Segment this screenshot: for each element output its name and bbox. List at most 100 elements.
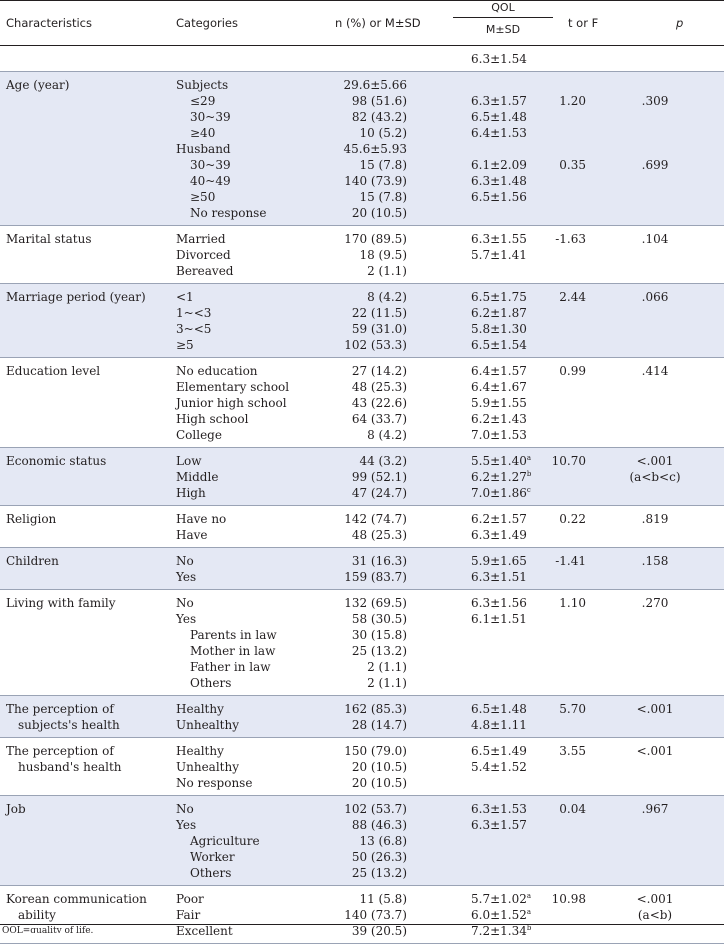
cell-category-text: No response — [190, 206, 267, 220]
cell-characteristic: Education level — [6, 363, 100, 379]
cell-category-text: 1~<3 — [176, 306, 212, 320]
cell-qol: 6.3±1.51 — [471, 569, 527, 585]
cell-n-text: 159 (83.7) — [344, 570, 407, 584]
cell-category: 40~49 — [176, 173, 231, 189]
cell-characteristic: Job — [6, 801, 26, 817]
cell-p: .414 — [605, 363, 705, 379]
cell-n: 88 (46.3) — [352, 817, 407, 833]
cell-n: 43 (22.6) — [352, 395, 407, 411]
cell-n-text: 47 (24.7) — [351, 486, 407, 500]
cell-category-text: Unhealthy — [176, 718, 239, 732]
table-row: ≥50 15 (7.8) 6.5±1.56 — [0, 189, 724, 205]
cell-n: 22 (11.5) — [352, 305, 407, 321]
cell-qol: 6.5±1.75 — [471, 289, 527, 305]
cell-n: 20 (10.5) — [352, 775, 407, 791]
cell-qol-text: 5.9±1.55 — [471, 396, 527, 410]
cell-p: <.001 — [605, 743, 705, 759]
cell-qol: 6.4±1.67 — [471, 379, 527, 395]
cell-n: 11 (5.8) — [359, 891, 407, 907]
cell-qol-text: 6.3±1.57 — [471, 818, 527, 832]
cell-n-text: 31 (16.3) — [351, 554, 407, 568]
cell-n: 8 (4.2) — [367, 289, 407, 305]
cell-n-text: 59 (31.0) — [351, 322, 407, 336]
superscript-marker: a — [526, 892, 532, 900]
table-row: ≥40 10 (5.2) 6.4±1.53 — [0, 125, 724, 141]
table-row: Mother in law 25 (13.2) — [0, 643, 724, 659]
cell-category: No response — [176, 205, 266, 221]
cell-t-or-f: 0.35 — [559, 157, 586, 173]
cell-n-text: 48 (25.3) — [351, 380, 407, 394]
table-row: 40~49 140 (73.9) 6.3±1.48 — [0, 173, 724, 189]
table-row: Age (year) Subjects 29.6±5.66 — [0, 77, 724, 93]
cell-characteristic-text: Marital status — [6, 232, 92, 246]
table-row: subjects's health Unhealthy 28 (14.7) 4.8±1… — [0, 717, 724, 733]
cell-category-text: Subjects — [176, 78, 229, 92]
cell-qol: 6.0±1.52a — [471, 907, 531, 923]
cell-n-text: 20 (10.5) — [351, 206, 407, 220]
cell-characteristic-text: Children — [6, 554, 59, 568]
cell-category: ≥40 — [176, 125, 215, 141]
table-row: 1~<3 22 (11.5) 6.2±1.87 — [0, 305, 724, 321]
cell-category-text: Yes — [176, 818, 197, 832]
cell-category-text: 30~39 — [190, 158, 231, 172]
cell-qol: 6.5±1.48 — [471, 701, 527, 717]
cell-category-text: Middle — [176, 470, 219, 484]
table-row: Marriage period (year) <1 8 (4.2) 6.5±1.75 2… — [0, 289, 724, 305]
table-row: Parents in law 30 (15.8) — [0, 627, 724, 643]
cell-qol-text: 5.7±1.41 — [471, 248, 527, 262]
cell-n-text: 29.6±5.66 — [343, 78, 408, 92]
header-qol-msd: M±SD — [485, 23, 521, 36]
cell-p-text: .309 — [641, 94, 669, 108]
cell-p: (a<b<c) — [605, 469, 705, 485]
cell-t-or-f: 10.98 — [552, 891, 586, 907]
cell-qol: 6.3±1.56 — [471, 595, 527, 611]
cell-n: 15 (7.8) — [359, 157, 407, 173]
cell-qol: 6.1±2.09 — [471, 157, 527, 173]
cell-qol: 6.3±1.49 — [471, 527, 527, 543]
table-group: Economic status Low 44 (3.2) 5.5±1.40a 10.70… — [0, 448, 724, 506]
cell-qol-text: 6.1±2.09 — [471, 158, 527, 172]
cell-category-text: Parents in law — [190, 628, 277, 642]
cell-qol: 5.7±1.41 — [471, 247, 527, 263]
cell-n-text: 25 (13.2) — [351, 866, 407, 880]
cell-qol: 6.5±1.54 — [471, 337, 527, 353]
table-row: Divorced 18 (9.5) 5.7±1.41 — [0, 247, 724, 263]
table-row: Husband 45.6±5.93 — [0, 141, 724, 157]
cell-n: 20 (10.5) — [352, 759, 407, 775]
cell-p: .699 — [605, 157, 705, 173]
cell-t-or-f: 0.22 — [559, 511, 586, 527]
cell-qol: 6.5±1.48 — [471, 109, 527, 125]
superscript-marker: b — [526, 470, 532, 478]
table-row: Yes 58 (30.5) 6.1±1.51 — [0, 611, 724, 627]
superscript-marker: c — [526, 486, 531, 494]
cell-category: 1~<3 — [176, 305, 211, 321]
cell-n: 82 (43.2) — [352, 109, 407, 125]
cell-category: Healthy — [176, 701, 224, 717]
cell-qol-text: 6.3±1.48 — [471, 174, 527, 188]
table-group: The perception of Healthy 162 (85.3) 6.5±1.… — [0, 696, 724, 738]
cell-category: Low — [176, 453, 201, 469]
cell-category: Poor — [176, 891, 204, 907]
cell-characteristic-text: subjects's health — [18, 718, 120, 732]
cell-qol-text: 6.3±1.55 — [471, 232, 527, 246]
cell-n-text: 64 (33.7) — [351, 412, 407, 426]
cell-qol-text: 5.9±1.65 — [471, 554, 527, 568]
cell-category: Healthy — [176, 743, 224, 759]
cell-n-text: 2 (1.1) — [367, 264, 407, 278]
cell-p: .270 — [605, 595, 705, 611]
cell-category-text: Bereaved — [176, 264, 234, 278]
cell-t-or-f: 2.44 — [559, 289, 586, 305]
cell-category: College — [176, 427, 222, 443]
cell-characteristic-text: Living with family — [6, 596, 116, 610]
cell-p: .158 — [605, 553, 705, 569]
cell-category: 30~39 — [176, 157, 231, 173]
cell-qol-text: 6.2±1.57 — [471, 512, 527, 526]
cell-characteristic: Living with family — [6, 595, 116, 611]
cell-t-or-f: 5.70 — [559, 701, 586, 717]
cell-qol-text: 6.5±1.56 — [471, 190, 527, 204]
cell-n-text: 15 (7.8) — [359, 190, 407, 204]
cell-n: 2 (1.1) — [367, 675, 407, 691]
cell-category-text: 40~49 — [190, 174, 231, 188]
cell-n-text: 13 (6.8) — [359, 834, 407, 848]
cell-t-or-f-text: -1.41 — [555, 554, 586, 568]
